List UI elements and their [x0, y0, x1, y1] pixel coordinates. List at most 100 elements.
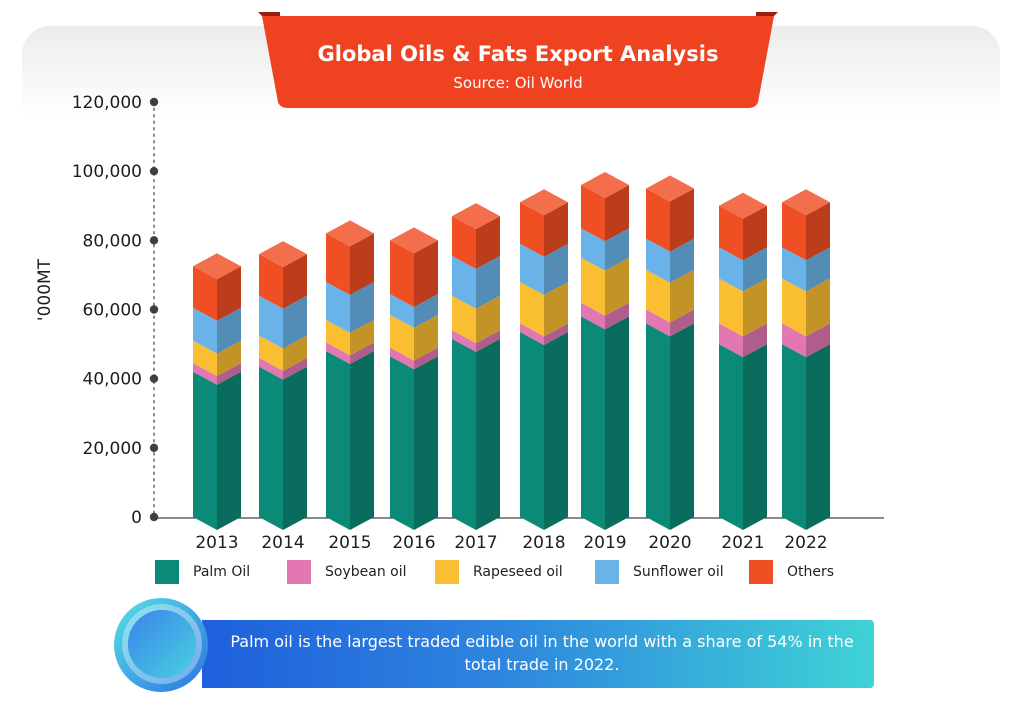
bar-segment-front: [452, 255, 476, 309]
bar-segment-front: [326, 233, 350, 295]
bar-segment-side: [743, 344, 767, 530]
x-tick-label: 2016: [392, 533, 435, 553]
bar-segment-front: [719, 205, 743, 261]
title-banner: Global Oils & Fats Export Analysis Sourc…: [258, 12, 778, 110]
bar-segment-front: [520, 202, 544, 257]
bar-segment-front: [782, 202, 806, 261]
callout-bar: [202, 620, 874, 688]
bar-segment-side: [217, 340, 241, 377]
bar-segment-side: [544, 243, 568, 295]
y-tick-label: 60,000: [83, 301, 142, 321]
bar-segment-side: [670, 238, 694, 283]
bar-segment-front: [782, 323, 806, 358]
bar-segment-front: [193, 371, 217, 530]
bar-segment-side: [605, 302, 629, 330]
bar-segment-front: [581, 316, 605, 530]
bar-segment-side: [806, 344, 830, 530]
bar-segment-front: [259, 295, 283, 349]
callout-text: Palm oil is the largest traded edible oi…: [230, 632, 854, 674]
legend-label: Soybean oil: [325, 564, 407, 580]
bar-segment-side: [350, 342, 374, 364]
x-tick-label: 2017: [454, 533, 497, 553]
bar-segment-front: [782, 278, 806, 337]
bar-segment-side: [806, 202, 830, 261]
bar-segment-front: [193, 307, 217, 354]
x-tick-label: 2015: [328, 533, 371, 553]
y-tick-dot: [149, 305, 159, 314]
bar-segment-front: [259, 254, 283, 309]
bar-segment-side: [743, 278, 767, 337]
bar-segment-side: [283, 254, 307, 309]
y-axis-label: '000MT: [35, 258, 55, 321]
bar-segment-side: [476, 255, 500, 309]
bar-segment-side: [743, 247, 767, 292]
bar-segment-side: [414, 293, 438, 328]
bar-segment-front: [581, 228, 605, 271]
x-tick-label: 2022: [784, 533, 827, 553]
bar-segment-side: [476, 295, 500, 344]
bar-segment-side: [605, 228, 629, 271]
bar-segment-front: [646, 269, 670, 323]
y-tick-label: 20,000: [83, 439, 142, 459]
bar-segment-side: [217, 266, 241, 321]
bar-segment-front: [193, 363, 217, 385]
legend-swatch-sunflower-oil: [595, 560, 619, 584]
bar-segment-front: [326, 281, 350, 333]
bar-segment-front: [390, 314, 414, 361]
x-tick-label: 2014: [261, 533, 304, 553]
bar-segment-side: [283, 295, 307, 349]
bar-segment-front: [646, 309, 670, 337]
legend-label: Sunflower oil: [633, 564, 724, 580]
y-tick-dot: [149, 443, 159, 453]
bar-segment-side: [605, 257, 629, 316]
bar-segment-front: [452, 295, 476, 344]
y-tick-dot: [149, 512, 159, 522]
bar-segment-side: [670, 188, 694, 252]
bar-segment-side: [544, 202, 568, 257]
bar-segment-front: [581, 185, 605, 242]
legend-label: Palm Oil: [193, 564, 251, 580]
bar-top-cap: [782, 189, 830, 216]
bar-segment-side: [544, 281, 568, 337]
bar-top-cap: [452, 203, 500, 230]
bar-top-cap: [520, 189, 568, 216]
bar-segment-side: [350, 351, 374, 530]
bar-top-cap: [193, 253, 241, 280]
y-tick-dot: [149, 236, 159, 245]
bar-segment-side: [544, 331, 568, 530]
bar-top-cap: [581, 172, 629, 198]
bar-segment-side: [806, 278, 830, 337]
legend-item-rapeseed-oil: Rapeseed oil: [435, 560, 563, 584]
bar-top-cap: [390, 227, 438, 254]
y-tick-dot: [149, 374, 159, 383]
legend-item-palm-oil: Palm Oil: [155, 560, 250, 584]
bar-segment-front: [259, 335, 283, 371]
bar-segment-front: [390, 240, 414, 307]
bar-segment-front: [326, 319, 350, 356]
bar-segment-front: [326, 342, 350, 364]
bar-segment-front: [452, 330, 476, 352]
legend-swatch-rapeseed-oil: [435, 560, 459, 584]
chart-title: Global Oils & Fats Export Analysis: [317, 42, 719, 66]
bar-segment-front: [193, 266, 217, 321]
bar-segment-front: [520, 281, 544, 337]
x-tick-label: 2020: [648, 533, 691, 553]
y-tick-dot: [149, 166, 159, 176]
bar-segment-front: [390, 293, 414, 328]
bar-segment-side: [217, 363, 241, 385]
x-tick-label: 2018: [522, 533, 565, 553]
y-tick-dot: [149, 97, 159, 107]
bar-segment-side: [350, 319, 374, 356]
bar-segment-side: [414, 356, 438, 530]
bar-segment-side: [806, 323, 830, 358]
legend-swatch-palm-oil: [155, 560, 179, 584]
bar-segment-side: [217, 371, 241, 530]
chart-subtitle: Source: Oil World: [453, 74, 583, 92]
bar-segment-side: [605, 185, 629, 242]
bar-segment-side: [476, 338, 500, 530]
bar-segment-front: [520, 331, 544, 530]
y-tick-label: 0: [131, 508, 142, 528]
bar-segment-front: [452, 338, 476, 530]
legend: Palm Oil Soybean oil Rapeseed oil Sunflo…: [155, 560, 875, 594]
bar-segment-side: [544, 323, 568, 345]
